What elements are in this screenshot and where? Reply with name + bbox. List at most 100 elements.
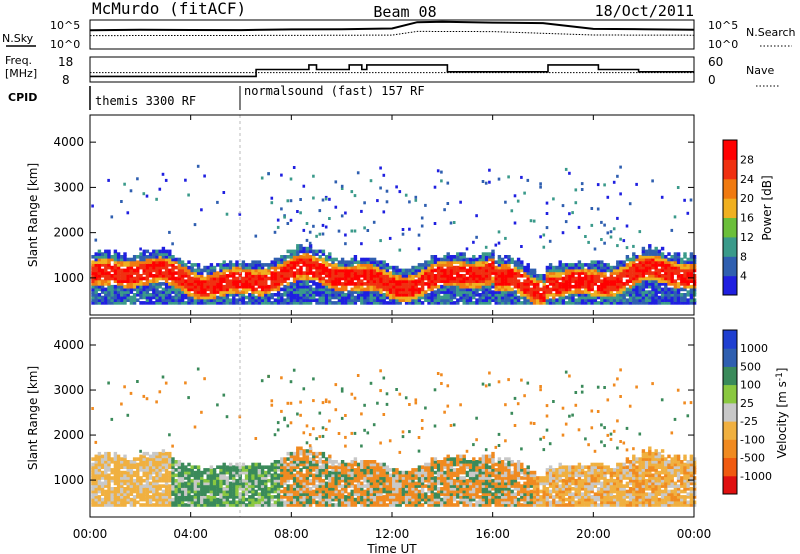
- velocity-cell: [411, 503, 415, 507]
- power-cell: [558, 276, 562, 281]
- power-cell: [590, 260, 594, 264]
- power-cell: [158, 284, 162, 289]
- power-cell: [315, 263, 319, 267]
- power-cell: [222, 301, 226, 305]
- power-cell: [366, 279, 370, 283]
- power-cell: [318, 287, 322, 292]
- power-cell: [491, 268, 495, 273]
- power-cell: [91, 293, 95, 297]
- velocity-cell: [420, 478, 425, 483]
- power-cell: [187, 284, 191, 289]
- velocity-cell: [254, 473, 258, 478]
- power-cell: [225, 290, 230, 294]
- power-cell: [654, 301, 658, 305]
- power-cell: [536, 301, 540, 305]
- power-cell: [142, 257, 146, 262]
- power-cell: [475, 290, 479, 294]
- velocity-cell: [94, 470, 98, 475]
- power-cell: [577, 290, 582, 294]
- power-cell: [334, 257, 338, 262]
- power-cell: [680, 260, 684, 264]
- power-cell: [459, 274, 463, 278]
- velocity-cell: [398, 450, 402, 454]
- velocity-cell: [113, 470, 118, 475]
- power-cell: [590, 301, 594, 305]
- power-cell: [558, 271, 562, 275]
- power-cell: [660, 263, 665, 267]
- velocity-cell: [408, 487, 412, 491]
- power-cell: [318, 265, 322, 270]
- velocity-cell: [251, 465, 255, 469]
- power-cell: [302, 271, 306, 275]
- power-cell: [116, 265, 121, 270]
- velocity-cell: [404, 484, 409, 488]
- power-cell: [417, 298, 422, 302]
- power-cell: [638, 301, 642, 305]
- power-cell: [113, 293, 118, 297]
- velocity-cell: [334, 383, 338, 387]
- power-cell: [321, 232, 325, 236]
- power-cell: [667, 265, 671, 270]
- power-cell: [363, 290, 367, 294]
- velocity-cell: [158, 457, 162, 461]
- power-cell: [158, 255, 162, 259]
- velocity-cell: [225, 468, 230, 472]
- velocity-cell: [347, 470, 351, 475]
- power-cell: [676, 284, 681, 289]
- power-cell: [520, 268, 524, 273]
- velocity-cell: [91, 407, 94, 410]
- velocity-cell: [148, 465, 153, 469]
- velocity-cell: [260, 495, 265, 499]
- velocity-cell: [104, 489, 108, 494]
- power-cell: [430, 276, 434, 281]
- power-cell: [529, 276, 534, 281]
- velocity-cell: [283, 492, 287, 496]
- power-cell: [257, 298, 262, 302]
- power-cell: [392, 293, 396, 297]
- power-cell: [667, 290, 671, 294]
- power-cell: [475, 268, 479, 273]
- velocity-cell: [372, 460, 377, 464]
- power-cell: [446, 257, 450, 262]
- power-cell: [174, 265, 178, 270]
- power-cell: [177, 257, 182, 262]
- velocity-cell: [408, 503, 412, 507]
- power-cell: [548, 274, 553, 278]
- velocity-cell: [308, 492, 313, 496]
- velocity-cell: [241, 478, 246, 483]
- power-cell: [260, 271, 265, 275]
- power-cell: [440, 276, 444, 281]
- power-cell: [100, 274, 105, 278]
- power-cell: [414, 265, 418, 270]
- power-cell: [481, 268, 486, 273]
- velocity-cell: [273, 473, 278, 478]
- power-cell: [168, 257, 172, 262]
- velocity-cell: [302, 481, 306, 486]
- power-cell: [692, 279, 697, 283]
- power-cell: [94, 287, 98, 292]
- power-cell: [200, 271, 204, 275]
- velocity-cell: [292, 492, 297, 496]
- power-cell: [593, 260, 598, 264]
- power-cell: [616, 287, 620, 292]
- velocity-cell: [129, 462, 134, 467]
- velocity-cell: [193, 481, 198, 486]
- power-cell: [488, 274, 492, 278]
- velocity-cell: [174, 487, 178, 491]
- power-cell: [379, 263, 383, 267]
- velocity-cell: [404, 481, 409, 486]
- velocity-cell: [305, 465, 310, 469]
- power-cell: [126, 211, 130, 215]
- power-cell: [100, 287, 105, 292]
- velocity-cell: [344, 497, 348, 502]
- power-cell: [376, 276, 380, 281]
- velocity-cell: [353, 470, 358, 475]
- power-cell: [603, 265, 607, 270]
- power-cell: [446, 293, 450, 297]
- power-cell: [648, 252, 652, 256]
- power-cell: [491, 260, 495, 264]
- velocity-cell: [251, 481, 255, 486]
- power-cell: [484, 301, 489, 305]
- power-cell: [209, 268, 214, 273]
- power-cell: [286, 284, 290, 289]
